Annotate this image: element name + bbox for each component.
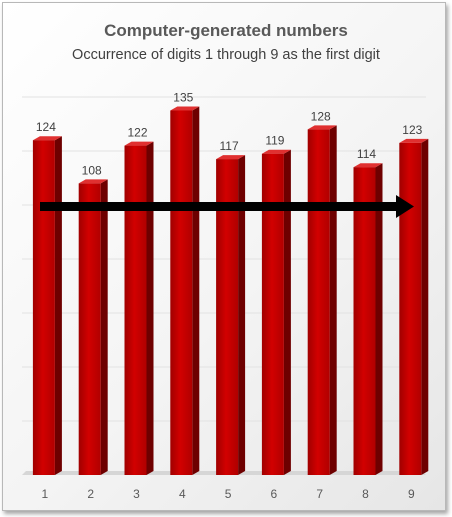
- bar-9: [399, 138, 429, 475]
- bar-1: [32, 136, 62, 475]
- data-label: 108: [82, 163, 102, 177]
- bar-7: [307, 125, 337, 476]
- bar-top: [78, 179, 108, 184]
- bar-front: [216, 159, 239, 475]
- x-tick-label: 1: [42, 487, 49, 501]
- x-tick-label: 4: [179, 487, 186, 501]
- bar-2: [78, 179, 108, 475]
- bar-3: [124, 141, 154, 475]
- bar-top: [170, 106, 200, 111]
- data-label: 117: [220, 139, 239, 153]
- bar-side: [238, 155, 246, 475]
- data-label: 124: [36, 120, 56, 134]
- bar-top: [261, 149, 291, 154]
- bar-top: [216, 155, 246, 160]
- x-tick-label: 2: [87, 487, 94, 501]
- data-label: 135: [173, 91, 193, 105]
- data-label: 119: [265, 134, 284, 148]
- bar-front: [353, 167, 376, 475]
- x-tick-label: 8: [362, 487, 369, 501]
- bar-front: [78, 183, 101, 475]
- chart-subtitle: Occurrence of digits 1 through 9 as the …: [72, 47, 380, 63]
- data-labels: 124 108 122 135 117 119 128 114 123: [36, 91, 423, 178]
- bar-4: [170, 106, 200, 475]
- data-label: 122: [127, 126, 147, 140]
- x-tick-labels: 1 2 3 4 5 6 7 8 9: [42, 487, 415, 501]
- trend-arrow: [40, 195, 414, 218]
- bar-side: [421, 138, 429, 475]
- bar-side: [283, 149, 291, 475]
- bar-6: [261, 149, 291, 475]
- arrow-head: [396, 195, 414, 218]
- x-tick-label: 3: [133, 487, 140, 501]
- bar-side: [192, 106, 200, 475]
- data-label: 123: [402, 123, 422, 137]
- bar-side: [329, 125, 337, 476]
- bar-front: [399, 142, 422, 475]
- arrow-shaft: [40, 202, 398, 211]
- x-tick-label: 7: [316, 487, 323, 501]
- x-tick-label: 6: [271, 487, 278, 501]
- bar-5: [216, 155, 246, 475]
- bar-side: [100, 179, 108, 475]
- data-label: 114: [357, 147, 376, 161]
- bar-front: [170, 110, 193, 475]
- bar-front: [261, 153, 284, 475]
- chart-title: Computer-generated numbers: [104, 21, 348, 40]
- bar-side: [375, 163, 383, 475]
- bar-front: [32, 140, 55, 475]
- bar-front: [307, 129, 330, 475]
- bar-top: [399, 138, 429, 143]
- bars: [32, 106, 429, 476]
- x-tick-label: 5: [225, 487, 232, 501]
- bar-top: [353, 163, 383, 168]
- bar-top: [124, 141, 154, 146]
- x-tick-label: 9: [408, 487, 415, 501]
- bar-8: [353, 163, 383, 475]
- bar-side: [54, 136, 62, 475]
- bar-side: [146, 141, 154, 475]
- bar-top: [32, 136, 62, 141]
- bar-front: [124, 145, 147, 475]
- bar-top: [307, 125, 337, 130]
- data-label: 128: [311, 109, 331, 123]
